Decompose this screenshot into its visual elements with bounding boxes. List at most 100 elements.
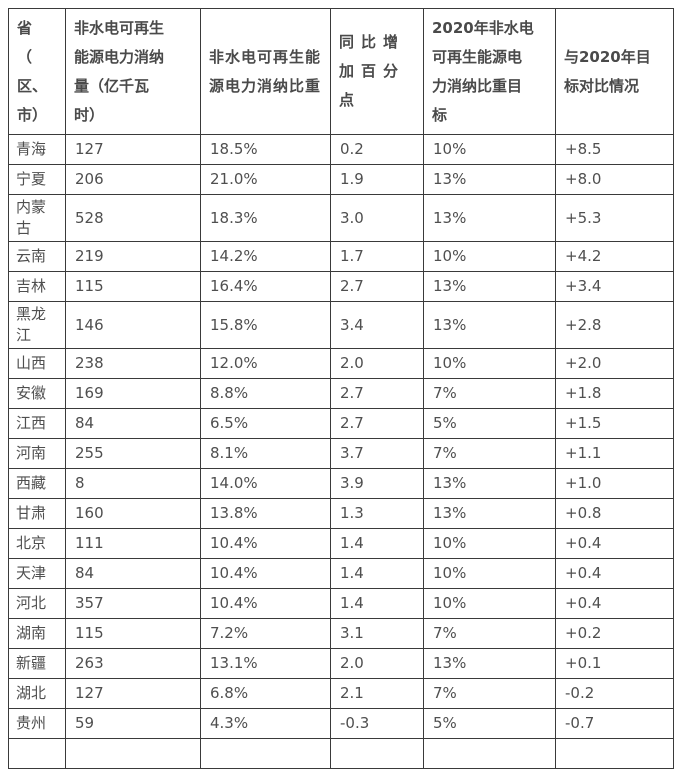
cell-consumption-amount xyxy=(65,738,201,769)
table-row: 河南 255 8.1% 3.7 7% +1.1 xyxy=(8,438,674,469)
cell-consumption-amount: 127 xyxy=(65,678,201,709)
cell-consumption-amount: 8 xyxy=(65,468,201,499)
cell-consumption-amount: 528 xyxy=(65,194,201,242)
cell-2020-target: 7% xyxy=(423,438,556,469)
cell-consumption-share: 10.4% xyxy=(200,588,331,619)
table-row: 河北 357 10.4% 1.4 10% +0.4 xyxy=(8,588,674,619)
header-province: 省 （ 区、 市） xyxy=(8,8,66,135)
cell-province: 湖南 xyxy=(8,618,66,649)
cell-consumption-amount: 115 xyxy=(65,271,201,302)
cell-consumption-share: 16.4% xyxy=(200,271,331,302)
cell-2020-target: 7% xyxy=(423,378,556,409)
cell-consumption-amount: 59 xyxy=(65,708,201,739)
header-yoy-increase: 同比增 加百分 点 xyxy=(330,8,424,135)
cell-consumption-share xyxy=(200,738,331,769)
cell-consumption-amount: 219 xyxy=(65,241,201,272)
cell-target-comparison: +2.8 xyxy=(555,301,674,349)
cell-yoy-increase: 2.0 xyxy=(330,648,424,679)
table-row: 黑龙江 146 15.8% 3.4 13% +2.8 xyxy=(8,301,674,349)
table-row: 安徽 169 8.8% 2.7 7% +1.8 xyxy=(8,378,674,409)
cell-2020-target: 10% xyxy=(423,528,556,559)
table-body: 青海 127 18.5% 0.2 10% +8.5 宁夏 206 21.0% 1… xyxy=(8,134,674,769)
cell-consumption-share: 8.8% xyxy=(200,378,331,409)
table-container: 省 （ 区、 市） 非水电可再生 能源电力消纳 量（亿千瓦 时） 非水电可再生能… xyxy=(8,8,674,769)
cell-province: 贵州 xyxy=(8,708,66,739)
cell-yoy-increase: 3.1 xyxy=(330,618,424,649)
cell-2020-target: 13% xyxy=(423,468,556,499)
table-row-partial xyxy=(8,738,674,769)
cell-target-comparison: +0.4 xyxy=(555,528,674,559)
cell-target-comparison: +1.1 xyxy=(555,438,674,469)
header-2020-target: 2020年非水电 可再生能源电 力消纳比重目 标 xyxy=(423,8,556,135)
cell-2020-target: 13% xyxy=(423,301,556,349)
cell-province: 湖北 xyxy=(8,678,66,709)
cell-yoy-increase: 2.7 xyxy=(330,408,424,439)
table-row: 新疆 263 13.1% 2.0 13% +0.1 xyxy=(8,648,674,679)
cell-yoy-increase: 3.7 xyxy=(330,438,424,469)
table-row: 内蒙古 528 18.3% 3.0 13% +5.3 xyxy=(8,194,674,242)
table-row: 江西 84 6.5% 2.7 5% +1.5 xyxy=(8,408,674,439)
cell-2020-target: 13% xyxy=(423,194,556,242)
cell-yoy-increase: 1.4 xyxy=(330,528,424,559)
table-row: 贵州 59 4.3% -0.3 5% -0.7 xyxy=(8,708,674,739)
cell-2020-target: 10% xyxy=(423,588,556,619)
cell-consumption-share: 10.4% xyxy=(200,558,331,589)
cell-consumption-amount: 238 xyxy=(65,348,201,379)
cell-province: 吉林 xyxy=(8,271,66,302)
cell-province: 河北 xyxy=(8,588,66,619)
cell-target-comparison: +0.2 xyxy=(555,618,674,649)
cell-target-comparison: +2.0 xyxy=(555,348,674,379)
cell-consumption-amount: 115 xyxy=(65,618,201,649)
cell-target-comparison: -0.7 xyxy=(555,708,674,739)
cell-province: 北京 xyxy=(8,528,66,559)
cell-2020-target: 7% xyxy=(423,618,556,649)
header-consumption-amount: 非水电可再生 能源电力消纳 量（亿千瓦 时） xyxy=(65,8,201,135)
cell-consumption-share: 14.2% xyxy=(200,241,331,272)
cell-consumption-amount: 127 xyxy=(65,134,201,165)
cell-yoy-increase: 2.0 xyxy=(330,348,424,379)
cell-yoy-increase: 3.9 xyxy=(330,468,424,499)
table-row: 青海 127 18.5% 0.2 10% +8.5 xyxy=(8,134,674,165)
cell-province: 云南 xyxy=(8,241,66,272)
cell-consumption-share: 7.2% xyxy=(200,618,331,649)
cell-2020-target: 13% xyxy=(423,498,556,529)
table-row: 湖南 115 7.2% 3.1 7% +0.2 xyxy=(8,618,674,649)
cell-consumption-amount: 111 xyxy=(65,528,201,559)
cell-target-comparison: +0.1 xyxy=(555,648,674,679)
cell-consumption-share: 13.8% xyxy=(200,498,331,529)
cell-2020-target xyxy=(423,738,556,769)
cell-yoy-increase: -0.3 xyxy=(330,708,424,739)
cell-target-comparison: +1.5 xyxy=(555,408,674,439)
cell-consumption-amount: 255 xyxy=(65,438,201,469)
cell-2020-target: 10% xyxy=(423,558,556,589)
cell-2020-target: 13% xyxy=(423,271,556,302)
cell-2020-target: 7% xyxy=(423,678,556,709)
cell-consumption-amount: 146 xyxy=(65,301,201,349)
cell-consumption-share: 6.8% xyxy=(200,678,331,709)
cell-2020-target: 10% xyxy=(423,348,556,379)
cell-consumption-amount: 169 xyxy=(65,378,201,409)
cell-province: 天津 xyxy=(8,558,66,589)
table-row: 西藏 8 14.0% 3.9 13% +1.0 xyxy=(8,468,674,499)
cell-yoy-increase: 2.1 xyxy=(330,678,424,709)
header-target-comparison: 与2020年目 标对比情况 xyxy=(555,8,674,135)
cell-province: 山西 xyxy=(8,348,66,379)
header-consumption-share: 非水电可再生能 源电力消纳比重 xyxy=(200,8,331,135)
cell-province: 江西 xyxy=(8,408,66,439)
cell-consumption-share: 21.0% xyxy=(200,164,331,195)
cell-2020-target: 5% xyxy=(423,408,556,439)
cell-consumption-share: 10.4% xyxy=(200,528,331,559)
cell-province: 新疆 xyxy=(8,648,66,679)
table-row: 云南 219 14.2% 1.7 10% +4.2 xyxy=(8,241,674,272)
cell-target-comparison: -0.2 xyxy=(555,678,674,709)
cell-province: 黑龙江 xyxy=(8,301,66,349)
cell-target-comparison: +0.4 xyxy=(555,588,674,619)
cell-province: 甘肃 xyxy=(8,498,66,529)
cell-yoy-increase: 3.4 xyxy=(330,301,424,349)
cell-target-comparison: +0.4 xyxy=(555,558,674,589)
cell-2020-target: 10% xyxy=(423,134,556,165)
cell-province: 西藏 xyxy=(8,468,66,499)
cell-target-comparison xyxy=(555,738,674,769)
cell-yoy-increase: 1.9 xyxy=(330,164,424,195)
table-row: 湖北 127 6.8% 2.1 7% -0.2 xyxy=(8,678,674,709)
